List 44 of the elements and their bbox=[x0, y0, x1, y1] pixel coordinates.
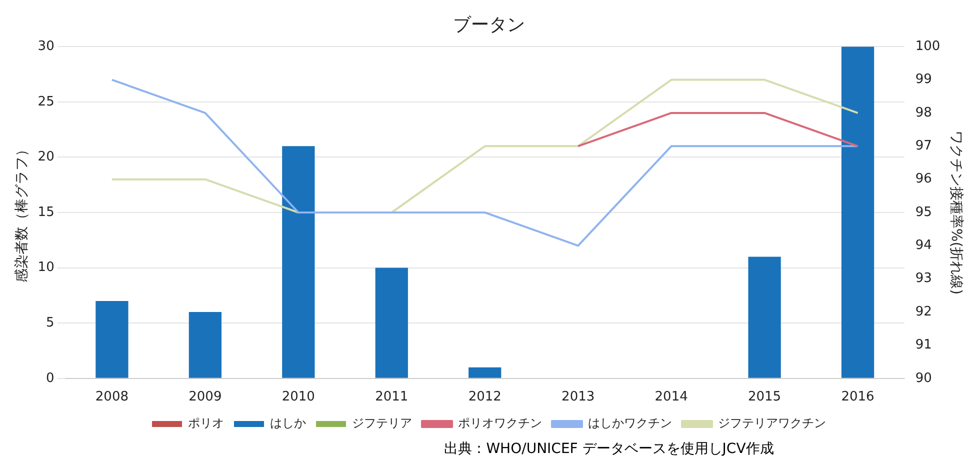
y2-tick-label: 97 bbox=[915, 138, 932, 154]
bar bbox=[375, 268, 408, 378]
bar bbox=[468, 367, 502, 378]
x-tick-label: 2010 bbox=[282, 390, 315, 405]
y-tick-label: 10 bbox=[38, 260, 54, 276]
y2-tick-label: 100 bbox=[915, 38, 940, 54]
legend-label: はしか bbox=[270, 416, 306, 430]
y2-tick-label: 96 bbox=[915, 172, 932, 187]
legend-label: ジフテリアワクチン bbox=[718, 416, 826, 430]
x-tick-label: 2009 bbox=[188, 390, 222, 405]
bar bbox=[841, 46, 874, 378]
y-axis-title: 感染者数（棒グラフ） bbox=[14, 142, 30, 282]
x-tick-label: 2015 bbox=[748, 390, 782, 405]
y-tick-label: 30 bbox=[38, 38, 54, 54]
y-tick-label: 25 bbox=[38, 94, 54, 110]
bar bbox=[188, 312, 222, 378]
y-tick-label: 5 bbox=[46, 315, 54, 330]
y2-tick-label: 90 bbox=[915, 370, 932, 386]
y2-tick-label: 92 bbox=[915, 304, 932, 320]
x-tick-label: 2013 bbox=[562, 390, 595, 405]
y2-tick-label: 93 bbox=[915, 271, 932, 286]
bar bbox=[282, 146, 315, 378]
y-tick-label: 0 bbox=[46, 370, 54, 386]
x-tick-label: 2012 bbox=[468, 390, 502, 405]
legend-label: ジフテリア bbox=[352, 416, 412, 430]
source-note: 出典：WHO/UNICEF データベースを使用しJCV作成 bbox=[443, 440, 775, 458]
y2-tick-label: 98 bbox=[915, 105, 932, 120]
x-tick-label: 2008 bbox=[95, 390, 128, 405]
y2-tick-label: 99 bbox=[915, 72, 932, 88]
x-tick-label: 2011 bbox=[375, 390, 408, 405]
legend-label: ポリオ bbox=[188, 416, 224, 430]
y-tick-label: 15 bbox=[38, 204, 54, 220]
legend-label: ポリオワクチン bbox=[458, 416, 542, 430]
y2-axis-title: ワクチン接種率%(折れ線) bbox=[948, 130, 964, 295]
y-tick-label: 20 bbox=[38, 150, 54, 165]
y2-tick-label: 95 bbox=[915, 204, 932, 220]
bar bbox=[96, 300, 128, 378]
y2-tick-label: 94 bbox=[915, 238, 932, 254]
y2-tick-label: 91 bbox=[915, 338, 932, 353]
x-tick-label: 2014 bbox=[654, 390, 688, 405]
chart-title: ブータン bbox=[453, 14, 525, 36]
legend-label: はしかワクチン bbox=[588, 416, 672, 430]
bar bbox=[748, 256, 781, 378]
x-tick-label: 2016 bbox=[841, 390, 874, 405]
